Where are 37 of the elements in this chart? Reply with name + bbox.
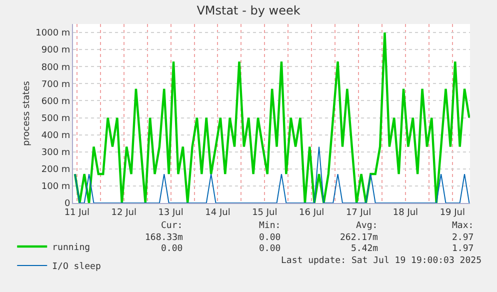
- x-tick-label: 12 Jul: [111, 208, 136, 218]
- y-tick-label: 300 m: [41, 148, 70, 158]
- x-tick-label: 13 Jul: [158, 208, 184, 218]
- y-tick-label: 1000 m: [36, 28, 70, 39]
- y-tick-label: 100 m: [41, 182, 70, 192]
- y-tick-label: 0: [64, 199, 70, 210]
- text: Last update: Sat Jul 19 19:00:03 2025: [281, 256, 482, 266]
- text: 2.97: [452, 233, 474, 243]
- text: 1.97: [452, 244, 474, 254]
- y-tick-label: 700 m: [41, 80, 70, 90]
- text: Min:: [259, 221, 281, 231]
- x-tick-label: 14 Jul: [205, 208, 230, 218]
- text: 0.00: [161, 244, 183, 254]
- y-axis-title: process states: [22, 80, 32, 146]
- text: 5.42m: [351, 244, 378, 254]
- x-tick-label: 15 Jul: [252, 208, 278, 218]
- text: 0.00: [259, 244, 281, 254]
- chart-title: VMstat - by week: [196, 3, 300, 18]
- text: Avg:: [356, 221, 378, 231]
- text: Max:: [452, 221, 474, 231]
- x-tick-label: 11 Jul: [64, 208, 90, 218]
- y-tick-label: 600 m: [41, 96, 70, 107]
- x-tick-label: 16 Jul: [299, 208, 324, 218]
- text: 0.00: [259, 233, 281, 243]
- y-tick-label: 400 m: [41, 130, 70, 141]
- x-tick-label: 17 Jul: [346, 208, 372, 218]
- text: 262.17m: [340, 233, 378, 243]
- x-tick-label: 19 Jul: [440, 208, 465, 218]
- x-tick-label: 18 Jul: [392, 208, 418, 218]
- legend-label: running: [52, 243, 90, 254]
- y-tick-label: 800 m: [41, 62, 70, 73]
- legend-label: I/O sleep: [52, 262, 101, 272]
- y-tick-label: 900 m: [41, 46, 70, 56]
- text: 168.33m: [145, 233, 183, 243]
- y-tick-label: 200 m: [41, 165, 70, 176]
- text: Cur:: [161, 221, 183, 231]
- y-tick-label: 500 m: [41, 114, 70, 124]
